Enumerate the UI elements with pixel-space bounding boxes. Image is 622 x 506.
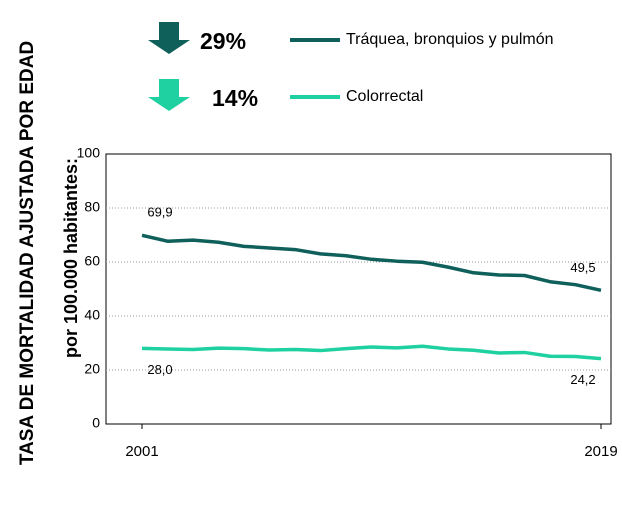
- y-tick-label: 60: [84, 253, 100, 269]
- legend-arrow: [148, 79, 190, 111]
- plot-frame: [105, 153, 612, 425]
- y-tick-label: 20: [84, 361, 100, 377]
- data-label: 49,5: [570, 260, 595, 275]
- y-axis-label: por 100.000 habitantes:: [61, 158, 81, 358]
- y-tick-label: 0: [92, 415, 100, 431]
- legend-arrow: [148, 22, 190, 54]
- data-label: 28,0: [147, 362, 172, 377]
- y-tick-label: 100: [77, 145, 101, 161]
- y-tick-label: 40: [84, 307, 100, 323]
- x-tick-label: 2019: [584, 443, 617, 460]
- line: [141, 233, 602, 293]
- legend-label: Tráquea, bronquios y pulmón: [346, 31, 554, 48]
- line: [141, 344, 602, 361]
- x-tick-label: 2001: [125, 443, 158, 460]
- data-label: 69,9: [147, 205, 172, 220]
- legend-label: Colorrectal: [346, 88, 423, 105]
- data-label: 24,2: [570, 372, 595, 387]
- legend-change: 29%: [200, 28, 246, 54]
- y-tick-label: 80: [84, 199, 100, 215]
- y-axis-label: TASA DE MORTALIDAD AJUSTADA POR EDAD: [17, 41, 38, 465]
- legend-change: 14%: [212, 85, 258, 111]
